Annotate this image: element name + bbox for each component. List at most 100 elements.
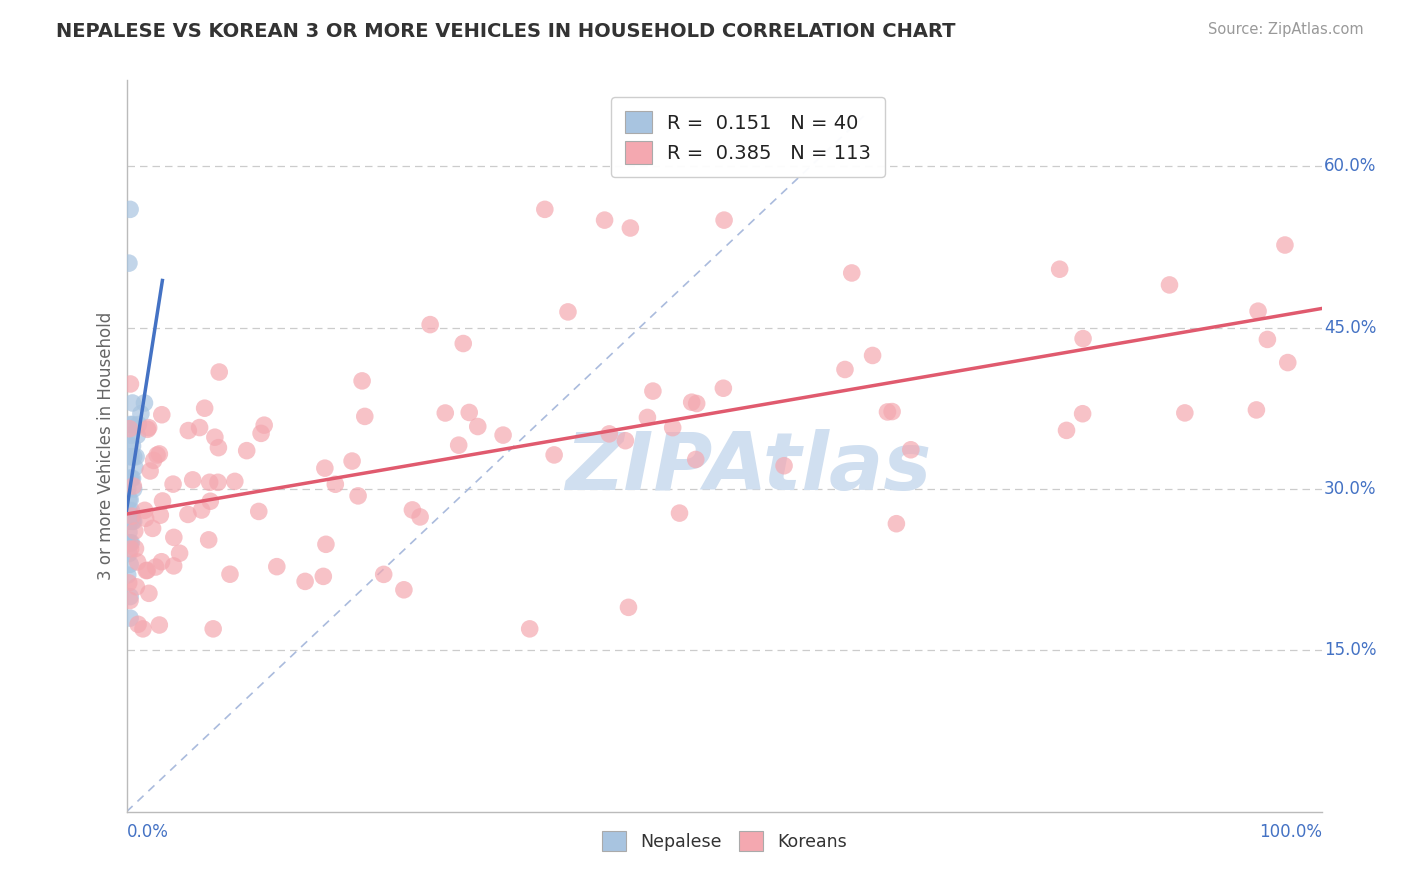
Point (121, 439, 143, 453)
Legend: Nepalese, Koreans: Nepalese, Koreans (595, 824, 853, 858)
Point (204, 430, 226, 444)
Point (434, 406, 457, 420)
Point (120, 439, 142, 453)
Point (685, 452, 707, 467)
Point (118, 575, 141, 590)
Point (294, 574, 316, 589)
Point (117, 514, 139, 528)
Point (122, 482, 145, 496)
Point (886, 516, 908, 531)
Point (492, 428, 515, 442)
Point (352, 374, 374, 388)
Point (138, 586, 160, 600)
Point (685, 396, 707, 410)
Point (120, 450, 142, 464)
Point (148, 618, 170, 632)
Point (117, 482, 139, 496)
Point (118, 492, 141, 507)
Point (142, 453, 165, 467)
Point (142, 521, 165, 535)
Point (181, 473, 204, 487)
Point (467, 419, 489, 434)
Point (122, 479, 145, 493)
Text: 30.0%: 30.0% (1324, 480, 1376, 498)
Text: NEPALESE VS KOREAN 3 OR MORE VEHICLES IN HOUSEHOLD CORRELATION CHART: NEPALESE VS KOREAN 3 OR MORE VEHICLES IN… (56, 22, 956, 41)
Point (250, 426, 273, 441)
Point (152, 494, 174, 508)
Point (162, 477, 184, 491)
Point (120, 202, 142, 217)
Point (120, 611, 142, 625)
Point (118, 524, 141, 539)
Point (661, 420, 683, 434)
Point (1056, 423, 1078, 437)
Point (619, 221, 641, 235)
Point (208, 365, 231, 379)
Point (120, 536, 142, 550)
Point (543, 448, 565, 462)
Point (451, 336, 474, 351)
Point (134, 396, 156, 410)
Point (312, 569, 335, 583)
Point (1049, 262, 1071, 277)
Point (117, 536, 139, 550)
Point (118, 503, 141, 517)
Point (127, 428, 149, 442)
Text: 15.0%: 15.0% (1324, 641, 1376, 659)
Point (120, 593, 142, 607)
Point (1174, 406, 1197, 420)
Point (132, 622, 155, 636)
Point (862, 349, 884, 363)
Text: 0.0%: 0.0% (127, 822, 169, 840)
Point (163, 530, 186, 544)
Point (711, 381, 734, 395)
Point (409, 510, 432, 524)
Point (190, 503, 212, 517)
Point (125, 450, 148, 464)
Point (207, 475, 229, 490)
Point (668, 506, 690, 520)
Point (120, 541, 142, 556)
Point (1246, 403, 1268, 417)
Point (136, 422, 159, 436)
Point (197, 533, 219, 547)
Point (121, 514, 143, 528)
Point (146, 448, 169, 462)
Point (347, 489, 370, 503)
Point (121, 509, 143, 524)
Point (127, 617, 149, 632)
Point (139, 464, 162, 478)
Point (219, 567, 242, 582)
Point (127, 417, 149, 432)
Point (401, 503, 423, 517)
Point (641, 384, 664, 398)
Point (880, 404, 903, 418)
Point (127, 555, 149, 569)
Point (617, 600, 640, 615)
Text: Source: ZipAtlas.com: Source: ZipAtlas.com (1208, 22, 1364, 37)
Point (593, 213, 616, 227)
Point (135, 564, 157, 578)
Point (120, 471, 142, 485)
Point (121, 471, 143, 485)
Point (266, 559, 288, 574)
Point (150, 555, 173, 569)
Point (202, 622, 225, 636)
Point (458, 405, 481, 419)
Point (198, 475, 221, 490)
Point (124, 460, 146, 475)
Point (1159, 277, 1181, 292)
Point (177, 424, 200, 438)
Point (323, 477, 346, 491)
Point (177, 508, 200, 522)
Point (124, 524, 146, 538)
Point (125, 580, 148, 594)
Point (117, 568, 139, 582)
Point (135, 511, 157, 525)
Y-axis label: 3 or more Vehicles in Household: 3 or more Vehicles in Household (97, 312, 115, 580)
Point (900, 442, 922, 457)
Point (122, 514, 145, 528)
Point (533, 202, 555, 217)
Point (419, 318, 441, 332)
Point (149, 508, 172, 523)
